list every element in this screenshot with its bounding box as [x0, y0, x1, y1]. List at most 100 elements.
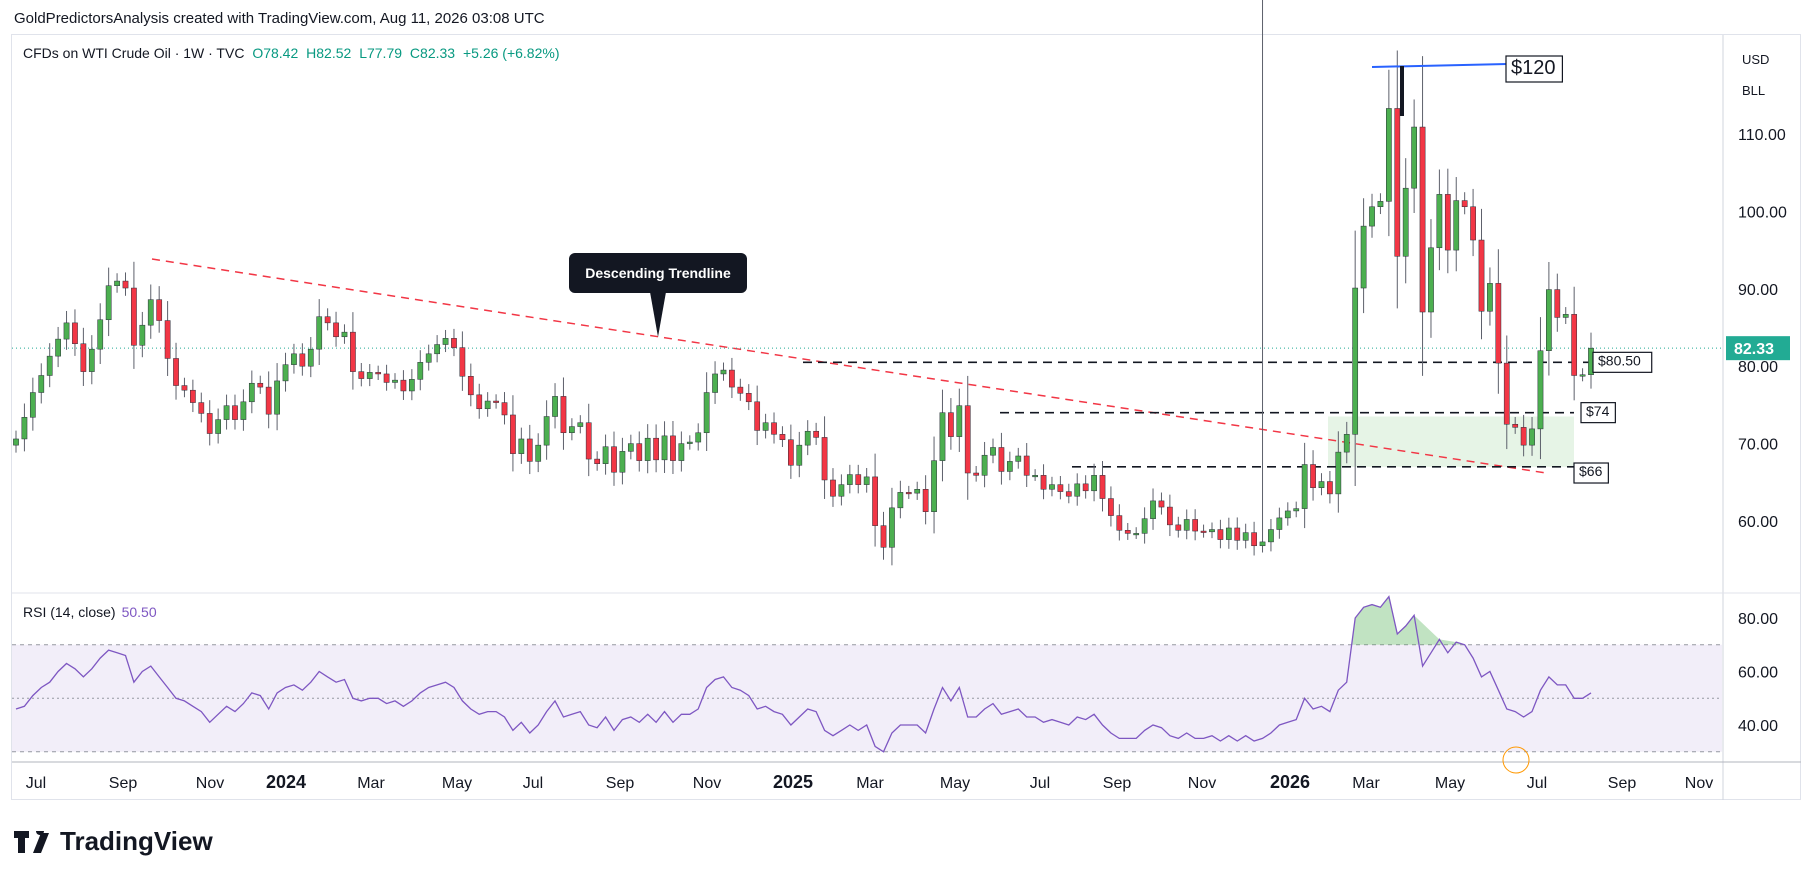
candle	[1065, 483, 1072, 504]
symbol-name[interactable]: CFDs on WTI Crude Oil · 1W · TVC	[23, 45, 245, 61]
candle	[1419, 56, 1426, 376]
candle	[451, 328, 457, 357]
candle	[114, 273, 120, 293]
candle-body	[1276, 517, 1283, 530]
candle-body	[585, 422, 592, 460]
symbol-legend: CFDs on WTI Crude Oil · 1W · TVC O78.42 …	[23, 45, 563, 61]
candle-body	[501, 402, 508, 416]
candle	[442, 329, 449, 353]
candle	[265, 371, 272, 429]
price-tick: 90.00	[1738, 282, 1778, 299]
candle-body	[846, 474, 853, 485]
candle	[366, 364, 373, 387]
candle	[1562, 307, 1569, 324]
candle-body	[1537, 350, 1544, 430]
candle-body	[358, 371, 365, 379]
candle-body	[922, 489, 929, 512]
candle-body	[1284, 510, 1291, 519]
candle	[1470, 188, 1476, 257]
descending-trendline	[151, 258, 1547, 474]
rsi-label[interactable]: RSI (14, close)	[23, 604, 116, 620]
candle	[678, 431, 685, 472]
candle	[434, 335, 440, 363]
candle-body	[1251, 532, 1257, 547]
candle-body	[577, 422, 584, 427]
candle-body	[1150, 500, 1156, 519]
candle	[1032, 469, 1038, 481]
candle	[1284, 502, 1291, 526]
candle	[611, 431, 617, 486]
candle	[939, 389, 946, 482]
candle-body	[1141, 518, 1148, 534]
candle	[1200, 524, 1207, 538]
candle-body	[1377, 201, 1384, 208]
candle-body	[804, 430, 811, 446]
candle-body	[889, 507, 895, 548]
candle-body	[998, 447, 1005, 472]
candle	[922, 475, 929, 525]
label-120: $120	[1505, 55, 1564, 83]
candle-body	[863, 476, 870, 485]
candle	[1428, 219, 1434, 338]
candle	[131, 261, 137, 369]
candle	[872, 453, 878, 547]
unit-selector[interactable]: USD BLL	[1742, 44, 1769, 106]
chart-caption: GoldPredictorsAnalysis created with Trad…	[14, 10, 545, 27]
candle-body	[417, 362, 424, 380]
candle	[1411, 99, 1417, 214]
candle-body	[1082, 483, 1089, 492]
candle	[636, 431, 643, 472]
rsi-tick: 80.00	[1738, 611, 1778, 628]
candle-body	[1049, 484, 1055, 490]
candle-body	[13, 438, 19, 446]
candle-body	[670, 435, 676, 461]
candle	[63, 310, 70, 350]
candle-body	[729, 369, 735, 388]
candle-body	[712, 373, 718, 393]
candle-body	[1057, 484, 1064, 492]
unit-label[interactable]: BLL	[1742, 83, 1766, 98]
candle	[948, 398, 954, 450]
candle	[981, 441, 988, 488]
candle-body	[737, 386, 744, 394]
candle	[1268, 518, 1274, 552]
candle-body	[248, 382, 255, 403]
candle-body	[156, 299, 163, 321]
candle	[316, 299, 323, 365]
candle	[754, 385, 761, 446]
candle-body	[1099, 475, 1106, 499]
candle	[644, 424, 651, 474]
candle	[720, 362, 727, 381]
candle	[695, 423, 702, 451]
candle-body	[1352, 287, 1359, 435]
candle-body	[686, 441, 693, 444]
candle	[164, 301, 171, 376]
candle	[1461, 192, 1468, 215]
tradingview-logo[interactable]: TradingView	[14, 826, 213, 857]
candle	[467, 363, 474, 407]
candle	[804, 420, 811, 456]
candle-body	[1158, 500, 1165, 508]
candle-body	[1419, 126, 1426, 313]
candle	[855, 464, 862, 494]
candle-body	[1108, 498, 1114, 516]
candle	[1436, 169, 1443, 271]
currency-label[interactable]: USD	[1742, 52, 1770, 67]
candle	[1327, 470, 1333, 504]
candle	[602, 434, 609, 475]
candle-body	[636, 443, 643, 461]
candle-body	[1369, 206, 1375, 227]
candle	[627, 434, 634, 460]
candle	[206, 400, 213, 446]
candle-body	[383, 373, 390, 383]
candle	[333, 311, 339, 347]
candle-body	[1343, 434, 1350, 453]
candle-body	[1259, 541, 1266, 547]
candle-body	[1234, 527, 1241, 541]
candle-body	[821, 437, 828, 481]
candle	[383, 364, 390, 391]
time-tick: Sep	[606, 775, 635, 792]
time-tick: Nov	[196, 775, 224, 792]
candle-body	[796, 444, 803, 466]
